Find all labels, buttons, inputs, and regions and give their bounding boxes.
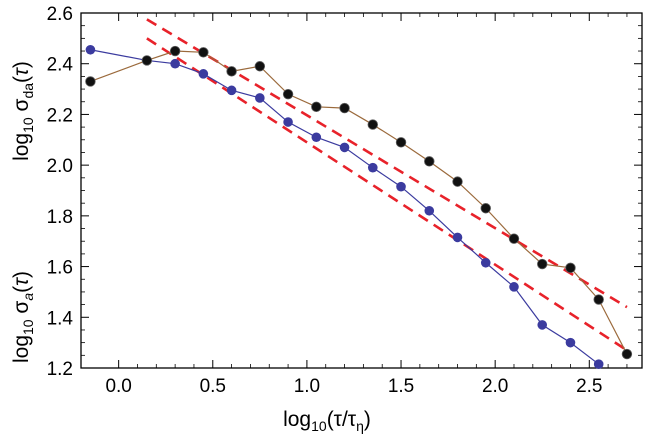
data-point — [537, 258, 548, 270]
series-line-1 — [90, 50, 628, 355]
data-point — [283, 117, 293, 127]
data-point — [424, 205, 435, 216]
x-tick-label: 2.0 — [482, 376, 508, 397]
data-point — [170, 58, 180, 69]
data-point — [141, 55, 153, 66]
data-point — [593, 294, 604, 305]
data-point — [339, 102, 350, 114]
y-tick-label: 1.6 — [47, 258, 73, 279]
data-point — [537, 320, 548, 330]
y-tick-label: 2.6 — [47, 4, 73, 25]
y-ticks: 1.2 1.4 1.6 1.8 2.0 2.2 2.4 2.6 — [47, 4, 642, 380]
data-point — [395, 137, 407, 148]
plot-frame — [80, 12, 643, 369]
data-point — [226, 66, 237, 77]
y-axis-label-upper: log10 σda(τ) — [10, 61, 36, 161]
data-point — [85, 44, 96, 55]
fit-line-1 — [146, 37, 628, 352]
data-point — [311, 101, 322, 113]
data-point — [565, 262, 576, 274]
data-point — [621, 348, 633, 360]
data-point — [452, 232, 463, 243]
data-point — [480, 257, 491, 268]
x-tick-label: 0.5 — [200, 376, 226, 397]
data-point — [508, 233, 520, 244]
y-tick-label: 2.2 — [47, 105, 73, 126]
x-ticks: 0.0 0.5 1.0 1.5 2.0 2.5 — [105, 13, 628, 397]
data-point — [367, 119, 378, 130]
x-axis-label: log10(τ/τη) — [283, 408, 371, 434]
y-tick-label: 1.2 — [47, 359, 73, 380]
y-axis-label-lower: log10 σa(τ) — [10, 271, 36, 363]
y-tick-label: 1.4 — [47, 308, 74, 329]
data-point — [509, 282, 519, 292]
data-point — [339, 142, 350, 153]
data-point — [367, 162, 378, 173]
x-tick-label: 1.5 — [388, 376, 414, 397]
y-tick-label: 1.8 — [47, 207, 73, 228]
y-tick-label: 2.0 — [47, 156, 73, 177]
series-line-0 — [90, 49, 600, 365]
data-point — [424, 156, 435, 167]
data-point — [282, 88, 294, 100]
data-series — [85, 44, 633, 369]
data-point — [396, 181, 406, 192]
data-point — [311, 132, 322, 143]
data-point — [255, 93, 265, 103]
fit-line-0 — [146, 18, 628, 309]
data-point — [565, 337, 576, 348]
x-tick-label: 2.5 — [576, 376, 602, 397]
data-point — [198, 47, 209, 58]
data-point — [480, 203, 491, 214]
data-point — [593, 359, 604, 369]
y-tick-label: 2.4 — [47, 55, 74, 76]
data-point — [85, 76, 96, 87]
data-point — [226, 85, 237, 96]
data-point — [254, 61, 266, 72]
x-tick-label: 0.0 — [105, 376, 131, 397]
data-point — [452, 176, 463, 187]
data-point — [169, 45, 181, 57]
fit-lines — [146, 18, 628, 352]
data-point — [198, 69, 209, 79]
x-tick-label: 1.0 — [294, 376, 320, 397]
